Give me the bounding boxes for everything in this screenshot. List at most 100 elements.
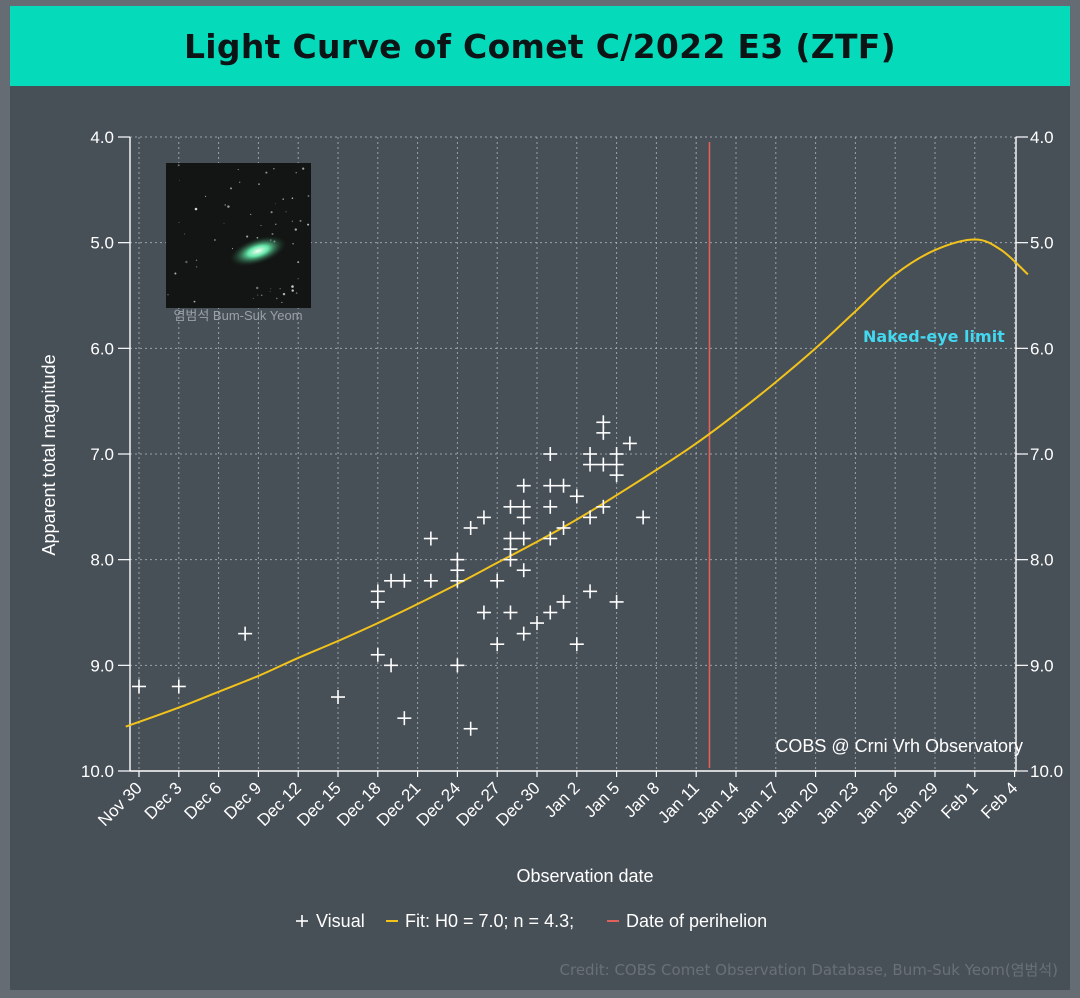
x-tick-label: Dec 18 bbox=[333, 778, 385, 830]
x-tick-label: Dec 12 bbox=[253, 778, 305, 830]
x-tick-label: Dec 21 bbox=[373, 778, 425, 830]
star bbox=[270, 211, 273, 214]
star bbox=[275, 223, 277, 225]
y-tick-label-left: 6.0 bbox=[90, 339, 114, 358]
visual-point bbox=[503, 499, 518, 514]
legend-perihelion-label: Date of perihelion bbox=[626, 911, 767, 931]
star bbox=[224, 204, 226, 206]
visual-point bbox=[423, 531, 438, 546]
visual-point bbox=[490, 573, 505, 588]
legend-visual-marker bbox=[296, 915, 308, 927]
y-tick-label-left: 9.0 bbox=[90, 656, 114, 675]
y-tick-label-right: 5.0 bbox=[1030, 234, 1054, 253]
visual-point bbox=[556, 520, 571, 535]
star bbox=[250, 213, 252, 216]
y-tick-label-left: 4.0 bbox=[90, 128, 114, 147]
visual-point bbox=[476, 510, 491, 525]
star bbox=[260, 225, 262, 226]
legend-fit-label: Fit: H0 = 7.0; n = 4.3; bbox=[405, 911, 574, 931]
legend: Visual Fit: H0 = 7.0; n = 4.3; Date of p… bbox=[296, 911, 767, 931]
visual-point bbox=[423, 573, 438, 588]
star bbox=[178, 221, 180, 223]
star bbox=[177, 164, 180, 167]
naked-eye-limit-label: Naked-eye limit bbox=[863, 327, 1005, 346]
comet-photo-background bbox=[166, 163, 311, 308]
y-tick-label-left: 5.0 bbox=[90, 234, 114, 253]
visual-point bbox=[503, 552, 518, 567]
visual-points bbox=[132, 415, 651, 736]
x-tick-label: Feb 4 bbox=[977, 778, 1021, 822]
star bbox=[297, 278, 299, 280]
visual-point bbox=[516, 478, 531, 493]
star bbox=[295, 292, 298, 294]
visual-point bbox=[609, 468, 624, 483]
star bbox=[252, 297, 254, 299]
star bbox=[281, 301, 283, 303]
chart-title: Light Curve of Comet C/2022 E3 (ZTF) bbox=[183, 26, 897, 66]
star bbox=[257, 294, 259, 296]
title-bar: Light Curve of Comet C/2022 E3 (ZTF) bbox=[10, 6, 1070, 86]
visual-point bbox=[397, 711, 412, 726]
visual-point bbox=[463, 520, 478, 535]
star bbox=[273, 168, 275, 170]
star bbox=[307, 223, 310, 226]
star bbox=[295, 171, 297, 174]
visual-point bbox=[609, 594, 624, 609]
visual-point bbox=[132, 679, 146, 694]
visual-point bbox=[516, 563, 531, 578]
star bbox=[260, 294, 263, 297]
x-tick-label: Jan 2 bbox=[541, 778, 584, 821]
star bbox=[270, 288, 272, 290]
x-tick-label: Dec 15 bbox=[293, 778, 345, 830]
visual-point bbox=[331, 690, 345, 705]
visual-point bbox=[238, 626, 253, 641]
visual-point bbox=[636, 510, 651, 525]
star bbox=[174, 272, 177, 275]
star bbox=[291, 285, 294, 288]
visual-point bbox=[450, 658, 465, 673]
x-tick-label: Jan 11 bbox=[654, 778, 703, 827]
visual-point bbox=[569, 489, 584, 504]
visual-point bbox=[516, 531, 531, 546]
x-tick-label: Dec 30 bbox=[492, 778, 544, 830]
visual-point bbox=[569, 637, 584, 652]
star bbox=[292, 243, 294, 245]
visual-point bbox=[397, 573, 412, 588]
star bbox=[239, 181, 241, 183]
y-tick-label-left: 7.0 bbox=[90, 445, 114, 464]
star bbox=[282, 292, 286, 296]
cobs-source-label: COBS @ Crni Vrh Observatory bbox=[775, 736, 1023, 756]
x-tick-label: Jan 20 bbox=[773, 778, 823, 828]
visual-point bbox=[543, 478, 558, 493]
comet-image bbox=[229, 235, 287, 267]
star bbox=[302, 167, 305, 170]
x-tick-label: Jan 23 bbox=[813, 778, 863, 828]
star bbox=[204, 195, 207, 197]
visual-point bbox=[596, 499, 611, 514]
visual-point bbox=[490, 637, 505, 652]
visual-point bbox=[463, 721, 478, 736]
star bbox=[223, 223, 225, 225]
visual-point bbox=[583, 447, 598, 461]
y-tick-label-right: 7.0 bbox=[1030, 445, 1054, 464]
y-tick-label-right: 10.0 bbox=[1030, 762, 1063, 781]
star bbox=[184, 233, 186, 235]
star bbox=[274, 203, 276, 205]
visual-point bbox=[583, 584, 598, 599]
x-tick-label: Nov 30 bbox=[94, 778, 146, 830]
star bbox=[265, 171, 268, 174]
visual-point bbox=[384, 573, 399, 588]
y-tick-label-right: 9.0 bbox=[1030, 656, 1054, 675]
star bbox=[237, 169, 239, 171]
star bbox=[167, 294, 169, 296]
visual-point bbox=[622, 436, 637, 451]
star bbox=[297, 261, 300, 264]
star bbox=[178, 179, 180, 181]
visual-point bbox=[450, 573, 465, 588]
visual-point bbox=[516, 626, 531, 641]
visual-point bbox=[596, 425, 611, 440]
star bbox=[195, 266, 198, 268]
star bbox=[279, 288, 281, 290]
visual-point bbox=[384, 658, 399, 673]
